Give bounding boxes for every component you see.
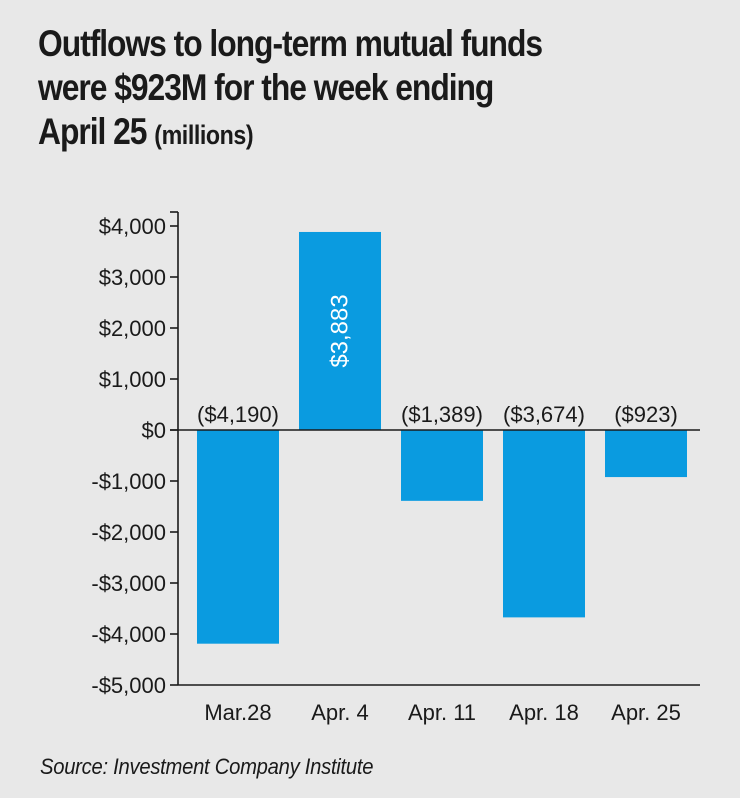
bar-value-label: ($4,190) (197, 402, 279, 427)
y-tick-label: -$3,000 (91, 571, 166, 596)
title-line-3: April 25 (millions) (38, 110, 623, 157)
y-tick-label: -$5,000 (91, 673, 166, 698)
x-tick-label: Mar.28 (204, 700, 271, 725)
bar-value-label: ($1,389) (401, 402, 483, 427)
title-line-1: Outflows to long-term mutual funds (38, 23, 543, 64)
y-tick-label: $1,000 (99, 367, 166, 392)
source-note: Source: Investment Company Institute (40, 754, 374, 779)
bar-value-label: ($3,674) (503, 402, 585, 427)
title-unit: (millions) (154, 120, 254, 150)
bar (503, 430, 585, 618)
chart-title: Outflows to long-term mutual funds were … (38, 22, 623, 157)
bar (605, 430, 687, 478)
x-tick-label: Apr. 25 (611, 700, 681, 725)
bar-value-label: ($923) (614, 402, 678, 427)
bar (197, 430, 279, 644)
y-tick-label: -$1,000 (91, 469, 166, 494)
x-tick-label: Apr. 11 (408, 700, 476, 725)
y-tick-label: $4,000 (99, 214, 166, 239)
y-tick-label: $2,000 (99, 316, 166, 341)
bar-value-label: $3,883 (327, 294, 354, 367)
y-tick-label: -$2,000 (91, 520, 166, 545)
y-tick-label: $3,000 (99, 265, 166, 290)
x-tick-label: Apr. 18 (509, 700, 579, 725)
x-tick-label: Apr. 4 (311, 700, 368, 725)
y-tick-label: -$4,000 (91, 622, 166, 647)
title-line-2: were $923M for the week ending (38, 67, 494, 108)
title-line-3-text: April 25 (38, 111, 148, 152)
bar (401, 430, 483, 501)
bar (299, 231, 381, 430)
y-tick-label: $0 (142, 418, 166, 443)
